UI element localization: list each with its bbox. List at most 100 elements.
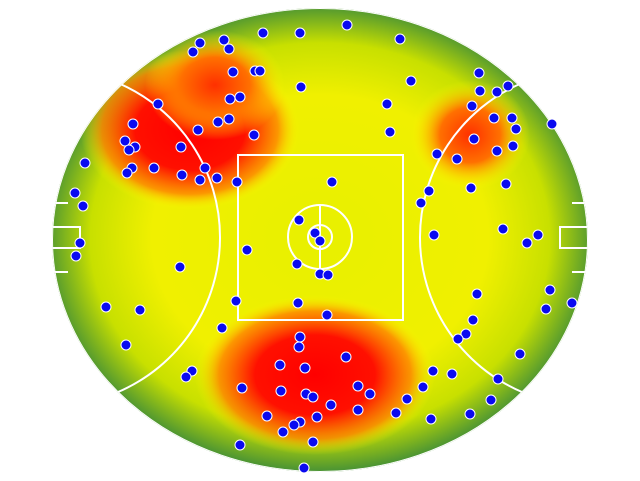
point: [223, 113, 235, 125]
point: [199, 162, 211, 174]
point: [465, 182, 477, 194]
point: [532, 229, 544, 241]
point: [298, 462, 310, 474]
point: [417, 381, 429, 393]
point: [415, 197, 427, 209]
point: [485, 394, 497, 406]
field: [52, 8, 588, 472]
point: [234, 91, 246, 103]
point: [507, 140, 519, 152]
point: [321, 309, 333, 321]
point: [194, 174, 206, 186]
point: [257, 27, 269, 39]
point: [254, 65, 266, 77]
point: [299, 362, 311, 374]
point: [261, 410, 273, 422]
point: [293, 214, 305, 226]
point: [70, 250, 82, 262]
point: [291, 258, 303, 270]
point: [123, 144, 135, 156]
point: [148, 162, 160, 174]
point: [446, 368, 458, 380]
point: [451, 153, 463, 165]
point: [119, 135, 131, 147]
point: [100, 301, 112, 313]
point: [288, 419, 300, 431]
point: [274, 359, 286, 371]
point: [127, 118, 139, 130]
point: [277, 426, 289, 438]
point: [474, 85, 486, 97]
point: [322, 269, 334, 281]
point: [423, 185, 435, 197]
point: [216, 322, 228, 334]
point: [79, 157, 91, 169]
point: [352, 404, 364, 416]
point: [121, 167, 133, 179]
point: [194, 37, 206, 49]
point: [431, 148, 443, 160]
point: [77, 200, 89, 212]
point: [176, 169, 188, 181]
point: [275, 385, 287, 397]
point: [74, 237, 86, 249]
point: [326, 176, 338, 188]
point: [491, 145, 503, 157]
point: [218, 34, 230, 46]
point: [394, 33, 406, 45]
point: [236, 382, 248, 394]
point: [467, 314, 479, 326]
point: [514, 348, 526, 360]
point: [341, 19, 353, 31]
point: [293, 341, 305, 353]
point: [227, 66, 239, 78]
point: [224, 93, 236, 105]
point: [488, 112, 500, 124]
point: [212, 116, 224, 128]
point: [234, 439, 246, 451]
point: [510, 123, 522, 135]
point: [502, 80, 514, 92]
point: [401, 393, 413, 405]
point: [174, 261, 186, 273]
point: [120, 339, 132, 351]
point: [152, 98, 164, 110]
point: [223, 43, 235, 55]
point: [175, 141, 187, 153]
point: [506, 112, 518, 124]
point: [452, 333, 464, 345]
point: [427, 365, 439, 377]
point: [248, 129, 260, 141]
point: [491, 86, 503, 98]
point: [460, 328, 472, 340]
point: [211, 172, 223, 184]
points: [69, 19, 578, 474]
point: [428, 229, 440, 241]
point: [425, 413, 437, 425]
point: [230, 295, 242, 307]
point: [464, 408, 476, 420]
point: [307, 436, 319, 448]
point: [466, 100, 478, 112]
point: [294, 27, 306, 39]
point: [390, 407, 402, 419]
point: [325, 399, 337, 411]
point: [546, 118, 558, 130]
point: [340, 351, 352, 363]
point: [364, 388, 376, 400]
point: [540, 303, 552, 315]
point: [521, 237, 533, 249]
point: [294, 331, 306, 343]
point: [134, 304, 146, 316]
point: [69, 187, 81, 199]
point: [187, 46, 199, 58]
point: [500, 178, 512, 190]
point: [192, 124, 204, 136]
point: [180, 371, 192, 383]
point: [309, 227, 321, 239]
point: [311, 411, 323, 423]
point: [471, 288, 483, 300]
point: [497, 223, 509, 235]
point: [231, 176, 243, 188]
